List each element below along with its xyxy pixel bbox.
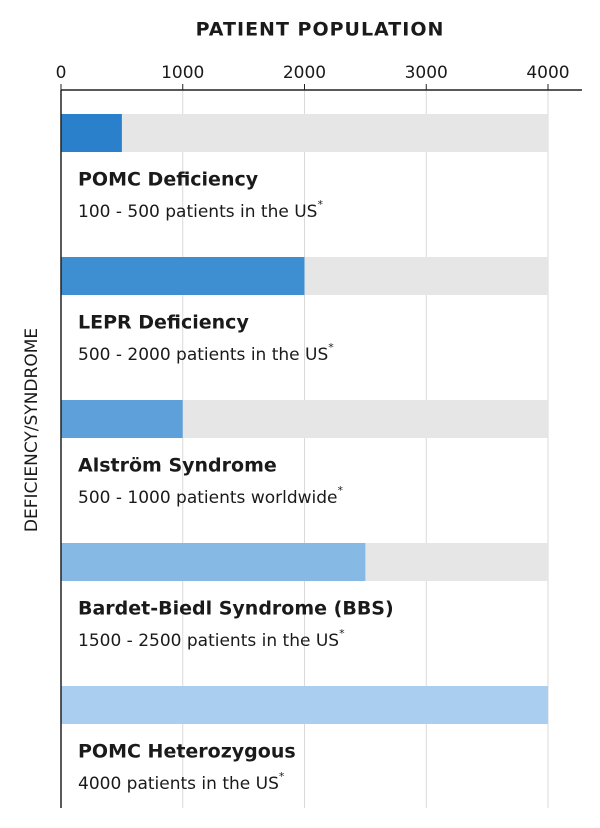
x-tick-label: 0 — [56, 63, 67, 83]
footnote-mark: * — [339, 627, 345, 640]
description: 4000 patients in the US* — [78, 770, 285, 794]
x-axis-title: PATIENT POPULATION — [196, 19, 445, 41]
description-text: 1500 - 2500 patients in the US — [78, 631, 339, 651]
bar — [61, 400, 183, 438]
description: 500 - 2000 patients in the US* — [78, 341, 334, 365]
x-tick-label: 1000 — [161, 63, 204, 83]
x-tick-label: 2000 — [283, 63, 326, 83]
description: 100 - 500 patients in the US* — [78, 198, 323, 222]
x-tick-label: 4000 — [526, 63, 569, 83]
description-text: 500 - 1000 patients worldwide — [78, 488, 338, 508]
bar — [61, 543, 366, 581]
category-label: LEPR Deficiency — [78, 312, 249, 334]
description-text: 100 - 500 patients in the US — [78, 202, 317, 222]
description: 1500 - 2500 patients in the US* — [78, 627, 345, 651]
category-label: POMC Deficiency — [78, 169, 259, 191]
track — [61, 114, 548, 152]
bar — [61, 257, 305, 295]
bar — [61, 686, 548, 724]
description: 500 - 1000 patients worldwide* — [78, 484, 344, 508]
footnote-mark: * — [338, 484, 344, 497]
category-label: Alström Syndrome — [78, 455, 277, 477]
description-text: 4000 patients in the US — [78, 774, 279, 794]
y-axis-title: DEFICIENCY/SYNDROME — [22, 328, 42, 532]
category-label: POMC Heterozygous — [78, 741, 296, 763]
footnote-mark: * — [328, 341, 334, 354]
category-label: Bardet-Biedl Syndrome (BBS) — [78, 598, 394, 620]
x-tick-label: 3000 — [405, 63, 448, 83]
bar — [61, 114, 122, 152]
description-text: 500 - 2000 patients in the US — [78, 345, 328, 365]
footnote-mark: * — [317, 198, 323, 211]
footnote-mark: * — [279, 770, 285, 783]
